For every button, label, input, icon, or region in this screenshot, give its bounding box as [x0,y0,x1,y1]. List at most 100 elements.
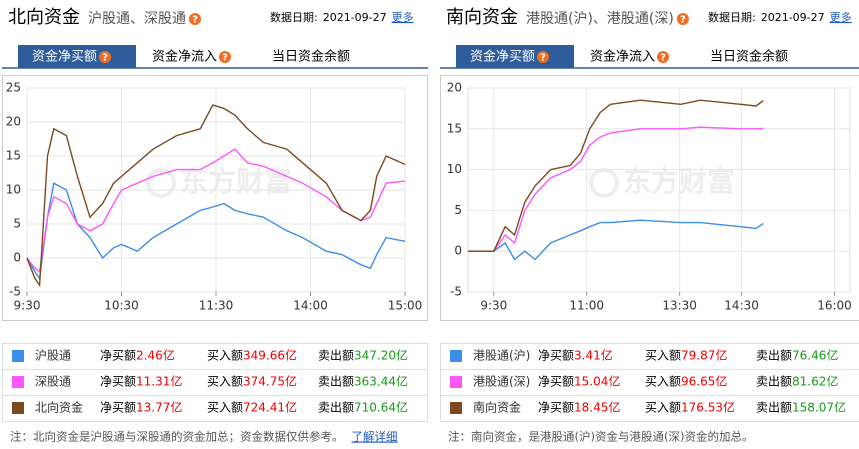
chart-box [440,75,859,321]
legend-sell-label: 卖出额 [318,375,354,389]
note: 注：南向资金，是港股通(沪)资金与港股通(深)资金的加总。 [448,430,753,444]
legend-net-value: 2.46亿 [136,348,175,363]
legend-name: 南向资金 [473,400,521,415]
help-icon-mark: ? [660,53,666,64]
help-icon[interactable] [676,13,689,25]
legend-net-label: 净买额 [538,349,574,363]
legend-net-value: 15.04亿 [574,374,620,389]
help-icon[interactable] [537,51,550,63]
legend-net-label: 净买额 [100,375,136,389]
x-tick-label: 9:30 [480,299,507,313]
legend-net-label: 净买额 [538,401,574,415]
legend-sell-value: 76.46亿 [792,348,838,363]
legend-sell-value: 347.20亿 [354,348,408,363]
tab[interactable]: 资金净买额 [32,49,97,65]
y-tick-label: 0 [13,251,21,265]
more-link[interactable]: 更多 [392,10,414,24]
series-line [468,99,764,252]
panel-title: 北向资金 [8,7,80,28]
legend-net-value: 13.77亿 [136,400,182,415]
note: 注：北向资金是沪股通与深股通的资金加总；资金数据仅供参考。 [10,430,344,444]
legend-net-label: 净买额 [538,375,574,389]
legend-swatch [12,376,24,388]
legend-buy-value: 176.53亿 [681,400,735,415]
legend-buy-label: 买入额 [207,401,243,415]
legend-buy-value: 724.41亿 [243,400,297,415]
x-tick-label: 14:30 [724,299,759,313]
y-tick-label: 15 [6,149,21,163]
legend-sell-label: 卖出额 [756,401,792,415]
x-tick-label: 10:30 [104,299,139,313]
help-icon[interactable] [189,13,201,25]
legend-name: 深股通 [35,375,71,389]
panel-subtitle: 港股通(沪)、港股通(深) [526,11,674,27]
legend-sell-label: 卖出额 [318,401,354,415]
legend-net-label: 净买额 [100,349,136,363]
help-icon-mark: ? [222,53,228,64]
panel: 南向资金 港股通(沪)、港股通(深)? 数据日期: 2021-09-27 更多资金净买额… [440,7,859,444]
series-line [468,219,764,261]
tab[interactable]: 当日资金余额 [272,49,350,65]
legend-buy-value: 349.66亿 [243,348,297,363]
legend-swatch [450,402,462,414]
watermark-logo [589,168,619,198]
tab[interactable]: 资金净流入 [590,49,655,65]
series-line [26,104,406,288]
watermark-logo [146,168,176,198]
note-link[interactable]: 了解详细 [352,430,398,444]
series-line [26,182,406,281]
legend-buy-value: 79.87亿 [681,348,727,363]
y-tick-label: 0 [454,244,462,258]
legend-sell-value: 710.64亿 [354,400,408,415]
date: 2021-09-27 [761,11,825,24]
tab[interactable]: 资金净买额 [470,49,535,65]
y-tick-label: 10 [6,183,21,197]
y-tick-label: 25 [6,81,21,95]
legend-sell-label: 卖出额 [756,375,792,389]
legend-buy-label: 买入额 [207,349,243,363]
legend-name: 港股通(沪) [473,349,530,363]
help-icon[interactable] [99,51,112,63]
legend-sell-value: 158.07亿 [792,400,846,415]
y-tick-label: 5 [13,217,21,231]
legend-swatch [12,350,24,362]
y-tick-label: 5 [454,203,462,217]
date-label: 数据日期: [708,10,756,24]
legend-sell-value: 363.44亿 [354,374,408,389]
legend-name: 港股通(深) [473,375,530,389]
y-tick-label: 20 [6,115,21,129]
legend-net-label: 净买额 [100,401,136,415]
legend-swatch [450,350,462,362]
legend-swatch [12,402,24,414]
x-tick-label: 11:30 [199,299,234,313]
help-icon[interactable] [657,51,670,63]
legend-sell-label: 卖出额 [318,349,354,363]
x-tick-label: 13:30 [662,299,697,313]
help-icon-mark: ? [102,53,108,64]
help-icon-mark: ? [192,15,198,26]
legend-name: 沪股通 [35,349,71,363]
y-tick-label: 15 [447,121,462,135]
panel-title: 南向资金 [446,7,518,28]
legend-net-value: 3.41亿 [574,348,613,363]
y-tick-label: 10 [447,162,462,176]
legend-buy-label: 买入额 [645,375,681,389]
more-link[interactable]: 更多 [830,10,852,24]
series-line [468,126,764,252]
help-icon[interactable] [219,51,232,63]
date-label: 数据日期: [270,10,318,24]
legend-buy-label: 买入额 [645,349,681,363]
tab[interactable]: 当日资金余额 [710,49,788,65]
x-tick-label: 15:00 [388,299,423,313]
legend-row [2,395,428,422]
legend-sell-value: 81.62亿 [792,374,838,389]
legend-buy-value: 374.75亿 [243,374,297,389]
help-icon-mark: ? [540,53,546,64]
legend-name: 北向资金 [35,400,83,415]
date: 2021-09-27 [323,11,387,24]
tab[interactable]: 资金净流入 [152,49,217,65]
x-tick-label: 11:00 [569,299,604,313]
panel-subtitle: 沪股通、深股通 [88,11,186,27]
x-tick-label: 14:00 [293,299,328,313]
